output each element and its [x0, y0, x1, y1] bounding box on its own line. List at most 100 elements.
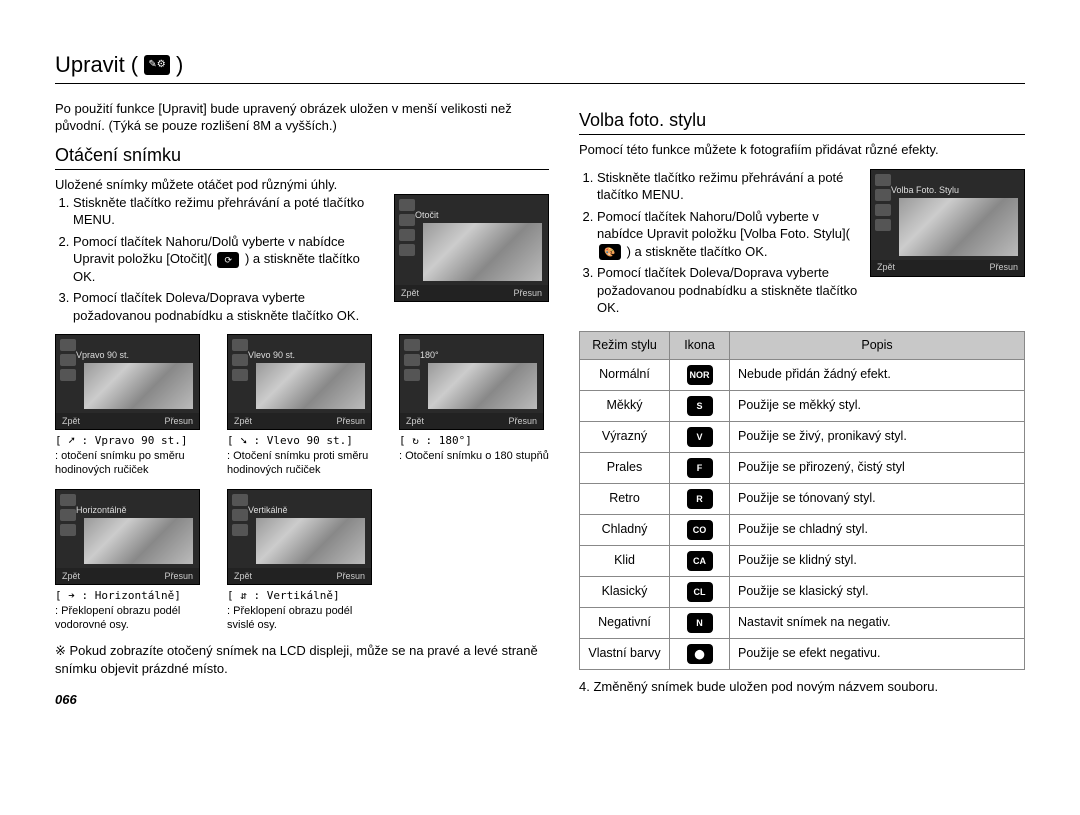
cell-mode: Prales	[580, 452, 670, 483]
th-icon: Ikona	[670, 331, 730, 359]
style-step-2: Pomocí tlačítek Nahoru/Dolů vyberte v na…	[597, 208, 860, 261]
table-row: Negativní N Nastavit snímek na negativ.	[580, 607, 1025, 638]
cell-icon: R	[670, 483, 730, 514]
th-mode: Režim stylu	[580, 331, 670, 359]
rotate-main-screen: Otočit Zpět Přesun	[394, 194, 549, 302]
thumb-screen: VertikálněZpětPřesun	[227, 489, 372, 585]
cell-desc: Použije se chladný styl.	[730, 514, 1025, 545]
cell-desc: Použije se efekt negativu.	[730, 638, 1025, 669]
thumb-item: 180°ZpětPřesun [ ↻ : 180°]: Otočení snímk…	[399, 334, 549, 477]
cell-mode: Klasický	[580, 576, 670, 607]
cell-mode: Výrazný	[580, 421, 670, 452]
table-row: Měkký S Použije se měkký styl.	[580, 390, 1025, 421]
cell-mode: Chladný	[580, 514, 670, 545]
rotate-note: ※ Pokud zobrazíte otočený snímek na LCD …	[55, 642, 549, 677]
left-column: Po použití funkce [Upravit] bude upraven…	[55, 100, 549, 709]
cell-mode: Negativní	[580, 607, 670, 638]
cell-icon: CL	[670, 576, 730, 607]
table-row: Klid CA Použije se klidný styl.	[580, 545, 1025, 576]
cell-desc: Nastavit snímek na negativ.	[730, 607, 1025, 638]
cell-icon: NOR	[670, 359, 730, 390]
page-title: Upravit ( ✎⚙ )	[55, 50, 1025, 84]
cell-desc: Nebude přidán žádný efekt.	[730, 359, 1025, 390]
cell-mode: Měkký	[580, 390, 670, 421]
table-row: Retro R Použije se tónovaný styl.	[580, 483, 1025, 514]
style-step-3: Pomocí tlačítek Doleva/Doprava vyberte p…	[597, 264, 860, 317]
paren-open: (	[131, 50, 138, 80]
cell-mode: Retro	[580, 483, 670, 514]
cell-desc: Použije se živý, pronikavý styl.	[730, 421, 1025, 452]
cell-desc: Použije se klidný styl.	[730, 545, 1025, 576]
thumb-screen: 180°ZpětPřesun	[399, 334, 544, 430]
table-row: Chladný CO Použije se chladný styl.	[580, 514, 1025, 545]
cell-desc: Použije se klasický styl.	[730, 576, 1025, 607]
cell-mode: Vlastní barvy	[580, 638, 670, 669]
screen-back: Zpět	[401, 287, 419, 299]
style-steps: Stiskněte tlačítko režimu přehrávání a p…	[579, 169, 860, 321]
rotate-step-1: Stiskněte tlačítko režimu přehrávání a p…	[73, 194, 384, 229]
section-rotate-title: Otáčení snímku	[55, 143, 549, 170]
cell-desc: Použije se měkký styl.	[730, 390, 1025, 421]
table-row: Normální NOR Nebude přidán žádný efekt.	[580, 359, 1025, 390]
style-step-1: Stiskněte tlačítko režimu přehrávání a p…	[597, 169, 860, 204]
cell-icon: S	[670, 390, 730, 421]
rotate-icon: ⟳	[217, 252, 239, 268]
title-text: Upravit	[55, 50, 125, 80]
thumb-screen: Vpravo 90 st.ZpětPřesun	[55, 334, 200, 430]
style-mode-icon: R	[687, 489, 713, 509]
rotate-subtitle: Uložené snímky můžete otáčet pod různými…	[55, 176, 549, 194]
style-mode-icon: V	[687, 427, 713, 447]
thumb-item: Vpravo 90 st.ZpětPřesun[ ➚ : Vpravo 90 s…	[55, 334, 205, 477]
palette-icon: 🎨	[599, 244, 621, 260]
table-row: Výrazný V Použije se živý, pronikavý styl.	[580, 421, 1025, 452]
style-mode-icon: F	[687, 458, 713, 478]
cell-desc: Použije se tónovaný styl.	[730, 483, 1025, 514]
style-mode-icon: CO	[687, 520, 713, 540]
cell-icon: F	[670, 452, 730, 483]
page-number: 066	[55, 691, 549, 709]
style-footer-step: 4. Změněný snímek bude uložen pod novým …	[579, 678, 1025, 696]
cell-icon: N	[670, 607, 730, 638]
style-mode-icon: NOR	[687, 365, 713, 385]
cell-mode: Klid	[580, 545, 670, 576]
table-row: Vlastní barvy ⬤ Použije se efekt negativu.	[580, 638, 1025, 669]
paren-close: )	[176, 50, 183, 80]
style-mode-icon: N	[687, 613, 713, 633]
thumb-caption: [ ⇵ : Vertikálně]: Překlopení obrazu pod…	[227, 589, 377, 632]
rotate-step-3: Pomocí tlačítek Doleva/Doprava vyberte p…	[73, 289, 384, 324]
thumb-caption: [ ➘ : Vlevo 90 st.]: Otočení snímku prot…	[227, 434, 377, 477]
style-mode-icon: CL	[687, 582, 713, 602]
style-table: Režim stylu Ikona Popis Normální NOR Nebud…	[579, 331, 1025, 670]
thumb-caption: [ ➔ : Horizontálně]: Překlopení obrazu p…	[55, 589, 205, 632]
cell-icon: CO	[670, 514, 730, 545]
thumb-item: Vlevo 90 st.ZpětPřesun[ ➘ : Vlevo 90 st.…	[227, 334, 377, 477]
thumb-caption: [ ➚ : Vpravo 90 st.]: otočení snímku po …	[55, 434, 205, 477]
cell-icon: CA	[670, 545, 730, 576]
thumb-screen: HorizontálněZpětPřesun	[55, 489, 200, 585]
rotate-steps: Stiskněte tlačítko režimu přehrávání a p…	[55, 194, 384, 329]
cell-desc: Použije se přirozený, čistý styl	[730, 452, 1025, 483]
th-desc: Popis	[730, 331, 1025, 359]
thumb-item: HorizontálněZpětPřesun[ ➔ : Horizontálně…	[55, 489, 205, 632]
table-row: Klasický CL Použije se klasický styl.	[580, 576, 1025, 607]
style-mode-icon: S	[687, 396, 713, 416]
rotate-step-2: Pomocí tlačítek Nahoru/Dolů vyberte v na…	[73, 233, 384, 286]
section-style-title: Volba foto. stylu	[579, 108, 1025, 135]
thumb-screen: Vlevo 90 st.ZpětPřesun	[227, 334, 372, 430]
style-mode-icon: ⬤	[687, 644, 713, 664]
style-main-screen: Volba Foto. Stylu Zpět Přesun	[870, 169, 1025, 277]
cell-icon: ⬤	[670, 638, 730, 669]
table-row: Prales F Použije se přirozený, čistý styl	[580, 452, 1025, 483]
screen-move: Přesun	[513, 287, 542, 299]
style-subtitle: Pomocí této funkce můžete k fotografiím …	[579, 141, 1025, 159]
left-intro: Po použití funkce [Upravit] bude upraven…	[55, 100, 549, 135]
cell-icon: V	[670, 421, 730, 452]
right-column: Volba foto. stylu Pomocí této funkce můž…	[579, 100, 1025, 709]
style-mode-icon: CA	[687, 551, 713, 571]
edit-icon: ✎⚙	[144, 55, 170, 75]
rotate-thumbs-row2: HorizontálněZpětPřesun[ ➔ : Horizontálně…	[55, 489, 549, 632]
thumb-caption: [ ↻ : 180°]: Otočení snímku o 180 stupňů	[399, 434, 549, 463]
thumb-item: VertikálněZpětPřesun[ ⇵ : Vertikálně]: P…	[227, 489, 377, 632]
rotate-thumbs-row1: Vpravo 90 st.ZpětPřesun[ ➚ : Vpravo 90 s…	[55, 334, 549, 477]
cell-mode: Normální	[580, 359, 670, 390]
